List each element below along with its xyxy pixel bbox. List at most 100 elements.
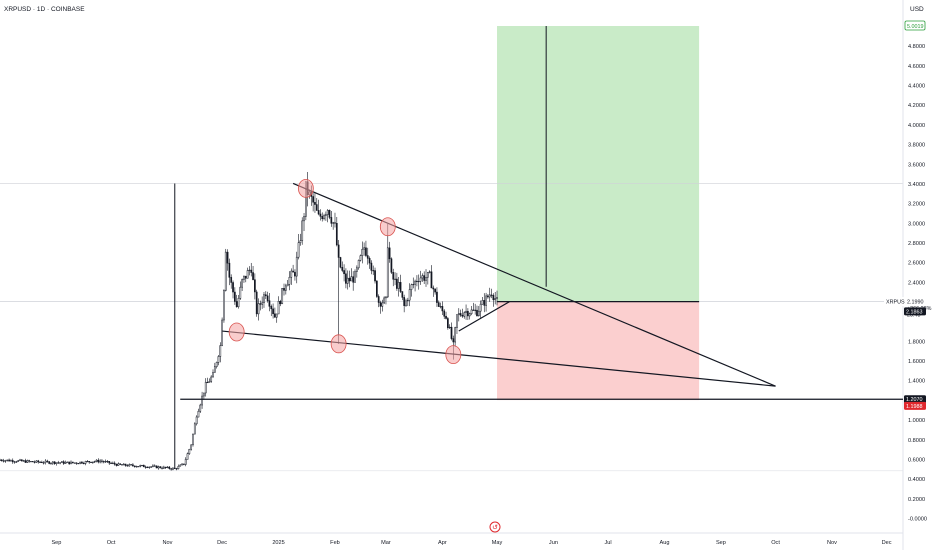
- candle-body: [263, 294, 265, 304]
- candle-body: [172, 467, 174, 470]
- candle-body: [483, 300, 486, 306]
- candle-body: [155, 465, 158, 469]
- candle-body: [383, 297, 385, 304]
- highlight-circle: [297, 178, 314, 198]
- candle-body: [188, 448, 191, 454]
- candle-body: [292, 270, 294, 273]
- risk-zone: [497, 301, 700, 401]
- price-axis[interactable]: 4.8000 4.6000 4.4000 4.2000 4.0000 3.8000 3.60…: [908, 44, 927, 522]
- candle-body: [467, 310, 469, 317]
- candle-body: [79, 461, 81, 464]
- candle-body: [255, 291, 258, 315]
- candle-body: [412, 283, 415, 286]
- annotation-circles: [228, 178, 462, 365]
- time-tick-label: Jun: [549, 540, 558, 546]
- candle-body: [241, 279, 243, 288]
- candle-body: [410, 284, 413, 290]
- candle-body: [270, 306, 273, 310]
- candle-body: [423, 275, 426, 281]
- candle-body: [275, 313, 278, 318]
- candle-body: [31, 461, 34, 463]
- candle-body: [150, 466, 152, 468]
- candle-body: [326, 210, 329, 215]
- time-tick-label: Aug: [660, 540, 670, 546]
- candle-body: [494, 298, 497, 301]
- price-tick-label: 1.8000: [908, 339, 925, 345]
- candle-body: [193, 423, 196, 435]
- candle-body: [11, 460, 14, 463]
- candle-body: [303, 216, 305, 222]
- candle-body: [2, 460, 5, 462]
- time-tick-label: May: [492, 540, 503, 546]
- stop-red-tag-text: 1.1988: [906, 404, 923, 410]
- candle-body: [261, 302, 264, 305]
- price-tick-label: 3.4000: [908, 182, 925, 188]
- candle-body: [252, 272, 254, 280]
- drawings[interactable]: [174, 26, 903, 469]
- candle-body: [197, 410, 200, 418]
- candle-body: [439, 306, 442, 308]
- price-tick-label: 3.6000: [908, 162, 925, 168]
- replay-icon[interactable]: ↺: [489, 521, 501, 533]
- candle-body: [128, 464, 131, 467]
- candle-body: [374, 270, 376, 282]
- candle-body: [4, 460, 7, 462]
- candle-body: [190, 444, 193, 450]
- candle-body: [135, 466, 138, 468]
- candle-body: [314, 201, 316, 205]
- candle-body: [15, 461, 18, 463]
- candle-body: [354, 271, 356, 283]
- guide-lines: [0, 0, 904, 550]
- time-tick-label: Apr: [438, 540, 447, 546]
- candle-body: [365, 247, 367, 256]
- candle-body: [339, 257, 342, 268]
- candle-body: [86, 461, 89, 463]
- candle-body: [396, 278, 398, 289]
- candle-body: [346, 277, 349, 284]
- time-axis[interactable]: Sep Oct Nov Dec 2025 Feb Mar Apr May Jun Jul Aug Sep…: [51, 540, 891, 546]
- price-tick-label: 3.0000: [908, 221, 925, 227]
- candle-body: [274, 313, 276, 318]
- candle-body: [62, 461, 65, 464]
- candle-body: [447, 318, 449, 329]
- stop-red-tag: 1.1988: [904, 401, 926, 410]
- candle-body: [243, 275, 245, 280]
- candle-body: [46, 460, 49, 462]
- candle-body: [144, 466, 147, 468]
- candle-body: [295, 256, 298, 277]
- candle-body: [44, 460, 47, 463]
- candle-body: [421, 275, 424, 279]
- candle-body: [441, 306, 444, 312]
- candle-body: [199, 404, 202, 412]
- candle-body: [456, 314, 458, 328]
- rising-micro-support: [458, 301, 511, 332]
- candle-body: [476, 309, 478, 317]
- candle-body: [299, 240, 302, 243]
- countdown: 25:43: [907, 313, 921, 319]
- candle-body: [376, 280, 378, 297]
- time-tick-label: Feb: [330, 540, 340, 546]
- candle-body: [332, 222, 335, 224]
- candle-body: [452, 338, 455, 343]
- candle-body: [470, 309, 473, 314]
- chart-header: XRPUSD · 1D · COINBASE USD: [4, 6, 924, 13]
- candle-body: [175, 468, 178, 470]
- price-tick-label: 2.6000: [908, 261, 925, 267]
- time-tick-label: Nov: [163, 540, 173, 546]
- candle-body: [372, 270, 375, 272]
- candle-body: [350, 276, 353, 282]
- candle-body: [55, 462, 58, 464]
- candle-body: [416, 280, 418, 282]
- candle-body: [112, 462, 114, 464]
- candle-body: [50, 462, 52, 464]
- candle-body: [117, 463, 120, 466]
- candle-body: [99, 460, 101, 463]
- candle-body: [343, 270, 345, 275]
- candle-body: [250, 269, 253, 273]
- position-zones: [497, 26, 700, 401]
- currency-label: USD: [910, 6, 924, 13]
- candle-body: [24, 460, 27, 463]
- candle-body: [219, 345, 222, 357]
